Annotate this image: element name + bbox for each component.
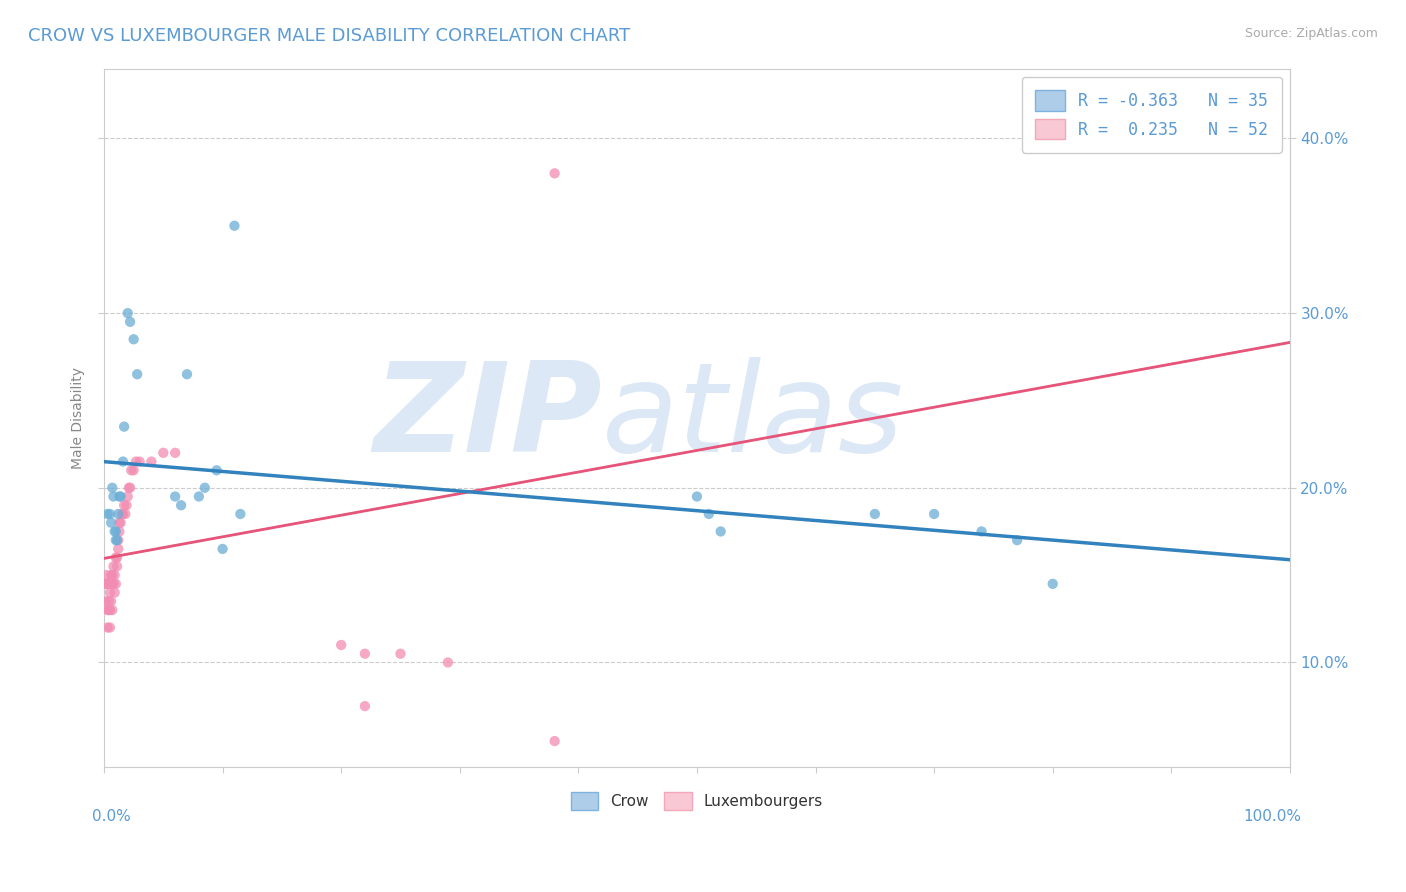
Point	[120, 315, 142, 329]
Point	[118, 481, 141, 495]
Point	[1005, 533, 1028, 548]
Point	[111, 507, 134, 521]
Point	[98, 603, 121, 617]
Point	[205, 463, 228, 477]
Point	[100, 577, 122, 591]
Point	[100, 594, 122, 608]
Point	[110, 516, 132, 530]
Point	[96, 507, 118, 521]
Point	[101, 577, 124, 591]
Point	[98, 620, 121, 634]
Point	[96, 568, 118, 582]
Point	[107, 507, 129, 521]
Point	[105, 533, 128, 548]
Point	[128, 454, 150, 468]
Point	[152, 446, 174, 460]
Point	[437, 656, 460, 670]
Point	[107, 541, 129, 556]
Point	[112, 498, 135, 512]
Point	[229, 507, 252, 521]
Point	[1042, 577, 1064, 591]
Y-axis label: Male Disability: Male Disability	[72, 367, 86, 469]
Point	[104, 568, 127, 582]
Text: 0.0%: 0.0%	[93, 809, 131, 824]
Point	[120, 481, 142, 495]
Text: Source: ZipAtlas.com: Source: ZipAtlas.com	[1244, 27, 1378, 40]
Point	[98, 507, 121, 521]
Point	[117, 490, 139, 504]
Point	[105, 550, 128, 565]
Point	[697, 507, 720, 521]
Point	[224, 219, 246, 233]
Point	[354, 647, 377, 661]
Point	[165, 446, 187, 460]
Point	[187, 490, 209, 504]
Point	[922, 507, 945, 521]
Point	[101, 568, 124, 582]
Point	[101, 481, 124, 495]
Point	[112, 419, 135, 434]
Point	[686, 490, 709, 504]
Point	[211, 541, 233, 556]
Point	[101, 603, 124, 617]
Point	[107, 533, 129, 548]
Point	[970, 524, 993, 539]
Point	[94, 594, 117, 608]
Point	[104, 533, 127, 548]
Text: CROW VS LUXEMBOURGER MALE DISABILITY CORRELATION CHART: CROW VS LUXEMBOURGER MALE DISABILITY COR…	[28, 27, 630, 45]
Point	[543, 734, 565, 748]
Point	[108, 524, 131, 539]
Point	[100, 568, 122, 582]
Point	[108, 516, 131, 530]
Point	[108, 490, 131, 504]
Point	[114, 507, 136, 521]
Point	[389, 647, 412, 661]
Point	[96, 577, 118, 591]
Point	[543, 166, 565, 180]
Point	[104, 550, 127, 565]
Point	[104, 585, 127, 599]
Point	[96, 603, 118, 617]
Point	[103, 490, 125, 504]
Point	[120, 463, 142, 477]
Point	[354, 699, 377, 714]
Point	[115, 498, 138, 512]
Point	[97, 603, 120, 617]
Legend: Crow, Luxembourgers: Crow, Luxembourgers	[558, 780, 835, 822]
Point	[98, 585, 121, 599]
Point	[100, 516, 122, 530]
Point	[103, 559, 125, 574]
Point	[110, 490, 132, 504]
Point	[104, 524, 127, 539]
Point	[111, 507, 134, 521]
Point	[105, 559, 128, 574]
Point	[170, 498, 193, 512]
Text: atlas: atlas	[602, 358, 904, 478]
Point	[117, 306, 139, 320]
Point	[122, 332, 145, 346]
Text: 100.0%: 100.0%	[1244, 809, 1302, 824]
Point	[96, 577, 118, 591]
Point	[111, 454, 134, 468]
Point	[710, 524, 733, 539]
Point	[97, 577, 120, 591]
Point	[176, 368, 198, 382]
Point	[103, 577, 125, 591]
Point	[194, 481, 217, 495]
Point	[97, 594, 120, 608]
Text: ZIP: ZIP	[374, 358, 602, 478]
Point	[96, 620, 118, 634]
Point	[104, 524, 127, 539]
Point	[122, 463, 145, 477]
Point	[141, 454, 163, 468]
Point	[863, 507, 886, 521]
Point	[330, 638, 353, 652]
Point	[165, 490, 187, 504]
Point	[125, 454, 148, 468]
Point	[94, 577, 117, 591]
Point	[104, 577, 127, 591]
Point	[127, 368, 149, 382]
